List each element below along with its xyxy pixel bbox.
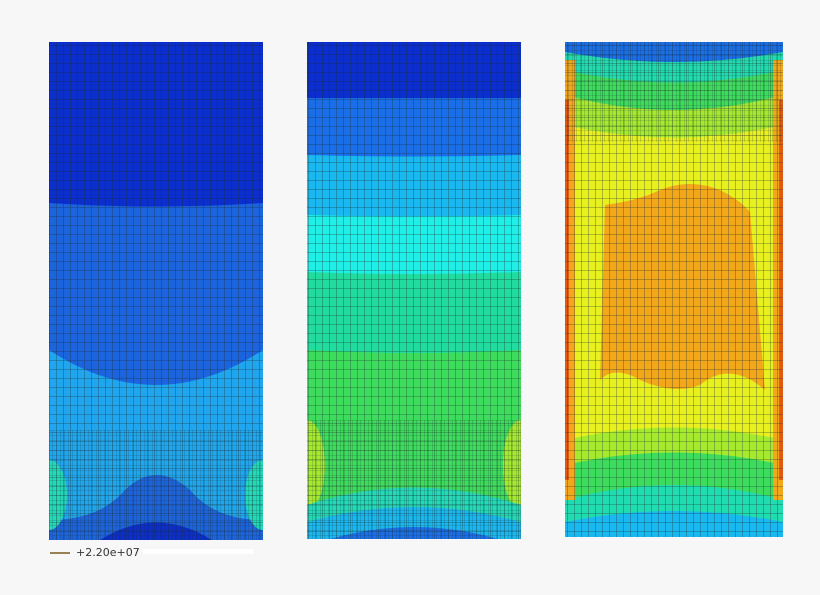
bottom-mask bbox=[0, 558, 820, 595]
panel-2 bbox=[307, 42, 521, 539]
legend-label: +2.20e+07 bbox=[76, 546, 140, 559]
panel-1 bbox=[49, 42, 263, 540]
legend-bar bbox=[143, 549, 253, 554]
panel-3 bbox=[565, 42, 783, 537]
